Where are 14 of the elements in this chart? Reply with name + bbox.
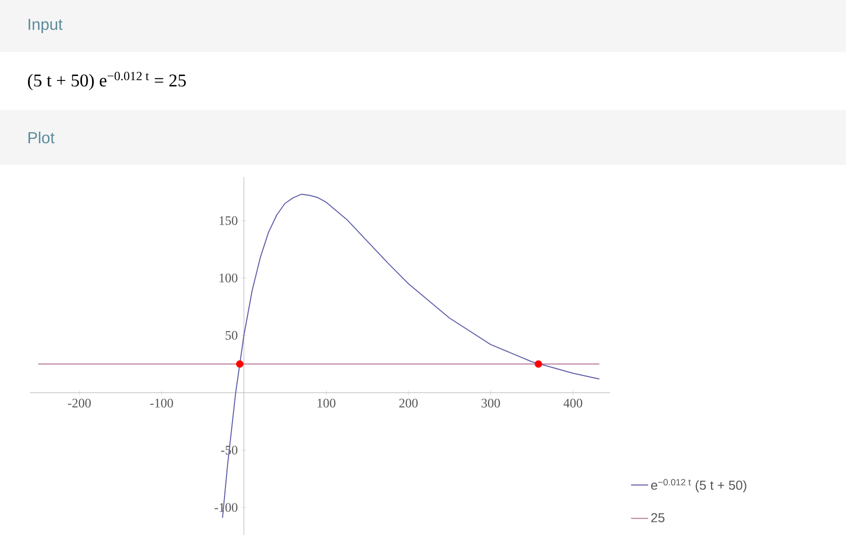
- x-tick-label: 100: [318, 398, 336, 408]
- x-tick-label: -200: [68, 398, 91, 408]
- x-tick-label: -100: [150, 398, 174, 408]
- x-tick-label: 300: [482, 398, 500, 408]
- text: Input: [28, 18, 63, 34]
- y-tick-label: 100: [220, 274, 238, 282]
- y-tick-label: 150: [220, 216, 238, 225]
- text: Plot: [28, 132, 55, 144]
- legend-label: e$^{−0.012 t}$ (5 t + 50): [651, 478, 746, 492]
- y-tick-label: 50: [226, 330, 238, 340]
- text: (5 t + 50) e$^{−0.012 t}$ = 25: [28, 72, 186, 90]
- x-tick-label: 200: [399, 398, 418, 408]
- x-tick-label: 400: [564, 398, 582, 408]
- legend-label: 25: [651, 513, 664, 522]
